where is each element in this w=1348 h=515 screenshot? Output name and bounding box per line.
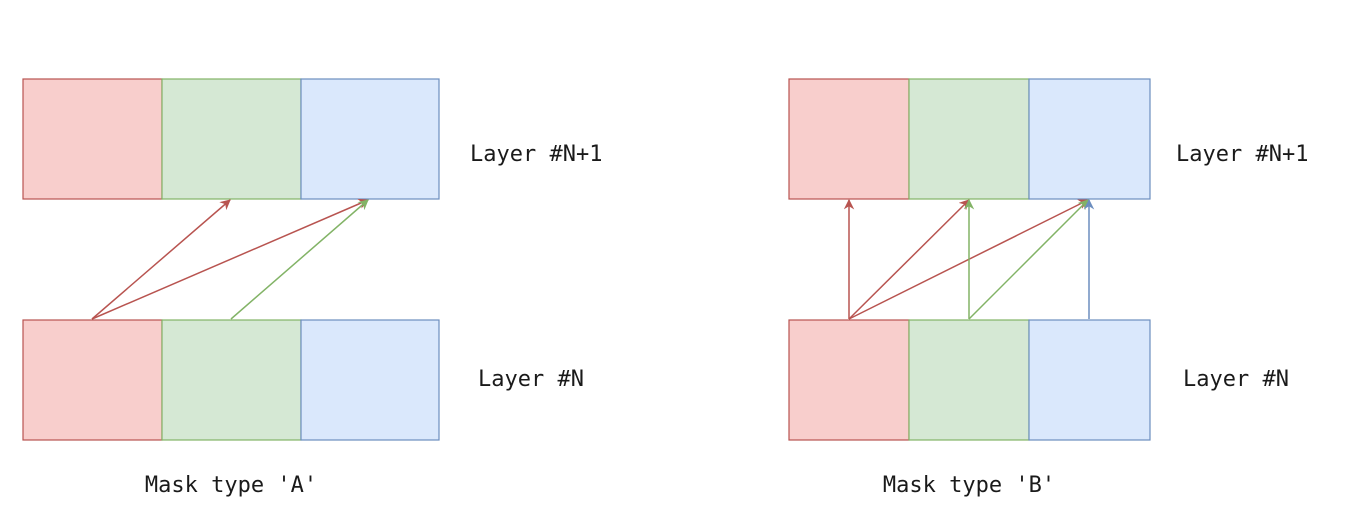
arrow-green-to-blue	[230, 199, 369, 320]
upper-cell-red	[788, 78, 910, 200]
upper-layer-label-a: Layer #N+1	[470, 142, 602, 167]
lower-layer-label-b: Layer #N	[1183, 367, 1289, 392]
lower-layer-a	[22, 319, 440, 441]
connections-a	[91, 198, 369, 320]
upper-cell-blue	[1028, 78, 1151, 200]
lower-cell-red	[788, 319, 910, 441]
connections-b	[843, 198, 1095, 320]
upper-cell-red	[22, 78, 163, 200]
arrow-red-to-green	[91, 199, 231, 320]
lower-cell-blue	[1028, 319, 1151, 441]
lower-cell-red	[22, 319, 163, 441]
panel-mask-b: Layer #N+1 Layer #N Mask type 'B'	[788, 78, 1308, 498]
arrow-red-to-blue	[91, 198, 369, 320]
caption-mask-b: Mask type 'B'	[883, 473, 1055, 498]
lower-cell-blue	[300, 319, 440, 441]
upper-cell-blue	[300, 78, 440, 200]
upper-cell-green	[908, 78, 1030, 200]
upper-layer-b	[788, 78, 1151, 200]
lower-layer-b	[788, 319, 1151, 441]
upper-cell-green	[161, 78, 302, 200]
lower-cell-green	[908, 319, 1030, 441]
upper-layer-a	[22, 78, 440, 200]
arrow-green-to-blue	[968, 199, 1089, 320]
lower-cell-green	[161, 319, 302, 441]
caption-mask-a: Mask type 'A'	[145, 473, 317, 498]
upper-layer-label-b: Layer #N+1	[1176, 142, 1308, 167]
panel-mask-a: Layer #N+1 Layer #N Mask type 'A'	[22, 78, 602, 498]
lower-layer-label-a: Layer #N	[478, 367, 584, 392]
arrow-red-to-green	[848, 199, 970, 320]
